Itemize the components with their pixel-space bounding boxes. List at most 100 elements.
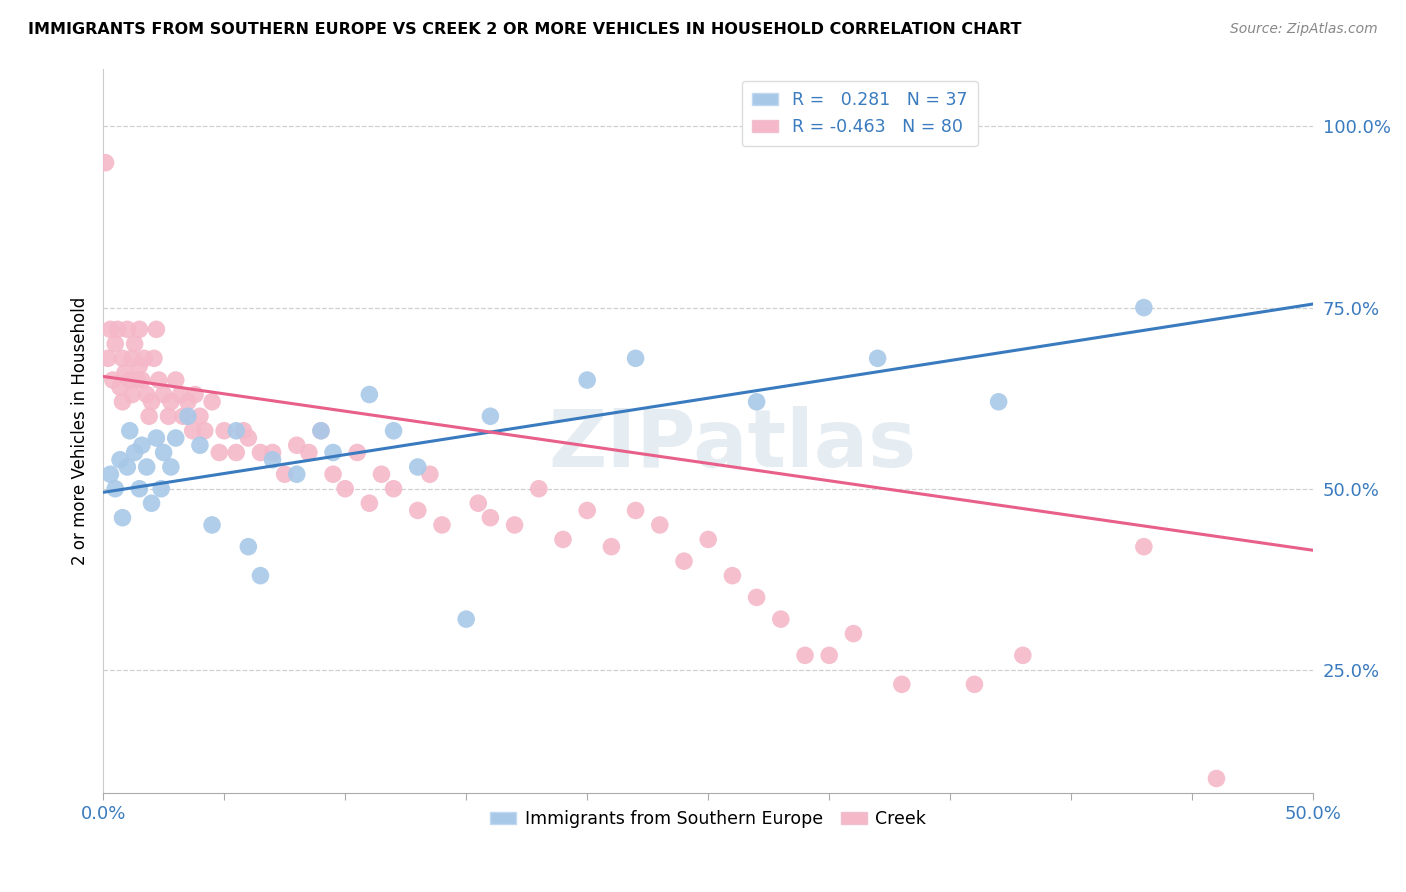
Point [298,445,321,459]
Point [576,373,599,387]
Point [333,482,356,496]
Point [322,467,344,482]
Point [467,496,489,510]
Point [208,445,231,459]
Point [152,387,174,401]
Point [285,467,308,482]
Point [794,648,817,663]
Point [987,394,1010,409]
Text: Source: ZipAtlas.com: Source: ZipAtlas.com [1230,22,1378,37]
Point [697,533,720,547]
Point [114,366,136,380]
Legend: Immigrants from Southern Europe, Creek: Immigrants from Southern Europe, Creek [484,803,934,835]
Point [101,373,124,387]
Point [131,438,153,452]
Point [108,380,131,394]
Point [624,351,647,366]
Point [382,424,405,438]
Point [842,626,865,640]
Point [128,359,150,373]
Point [148,373,170,387]
Point [382,482,405,496]
Point [128,322,150,336]
Point [141,496,163,510]
Point [406,460,429,475]
Point [141,394,163,409]
Point [142,351,165,366]
Point [135,460,157,475]
Point [359,387,381,401]
Point [285,438,308,452]
Point [121,351,143,366]
Point [194,424,217,438]
Text: IMMIGRANTS FROM SOUTHERN EUROPE VS CREEK 2 OR MORE VEHICLES IN HOUSEHOLD CORRELA: IMMIGRANTS FROM SOUTHERN EUROPE VS CREEK… [28,22,1022,37]
Point [124,445,146,459]
Point [576,503,599,517]
Point [503,518,526,533]
Point [866,351,889,366]
Point [145,322,167,336]
Point [150,482,173,496]
Point [111,510,134,524]
Point [104,482,127,496]
Point [419,467,441,482]
Point [128,482,150,496]
Point [201,394,224,409]
Point [94,155,117,169]
Point [111,351,134,366]
Point [1205,772,1227,786]
Point [201,518,224,533]
Y-axis label: 2 or more Vehicles in Household: 2 or more Vehicles in Household [72,297,89,565]
Point [165,431,187,445]
Point [169,387,191,401]
Point [118,424,141,438]
Point [177,409,200,424]
Text: ZIPatlas: ZIPatlas [548,406,917,484]
Point [184,387,207,401]
Point [721,568,744,582]
Point [238,431,260,445]
Point [346,445,368,459]
Point [456,612,478,626]
Point [225,445,247,459]
Point [406,503,429,517]
Point [273,467,295,482]
Point [1133,540,1156,554]
Point [117,322,139,336]
Point [890,677,912,691]
Point [309,424,332,438]
Point [479,409,502,424]
Point [249,568,271,582]
Point [322,445,344,459]
Point [118,373,141,387]
Point [157,409,180,424]
Point [648,518,671,533]
Point [160,394,183,409]
Point [138,409,160,424]
Point [249,445,271,459]
Point [181,424,204,438]
Point [1133,301,1156,315]
Point [145,431,167,445]
Point [100,322,122,336]
Point [165,373,187,387]
Point [108,452,131,467]
Point [111,394,134,409]
Point [430,518,453,533]
Point [262,452,284,467]
Point [309,424,332,438]
Point [135,387,157,401]
Point [232,424,254,438]
Point [769,612,792,626]
Point [963,677,986,691]
Point [100,467,122,482]
Point [1011,648,1033,663]
Point [818,648,841,663]
Point [125,373,148,387]
Point [107,322,129,336]
Point [160,460,183,475]
Point [600,540,623,554]
Point [121,387,143,401]
Point [172,409,194,424]
Point [745,591,768,605]
